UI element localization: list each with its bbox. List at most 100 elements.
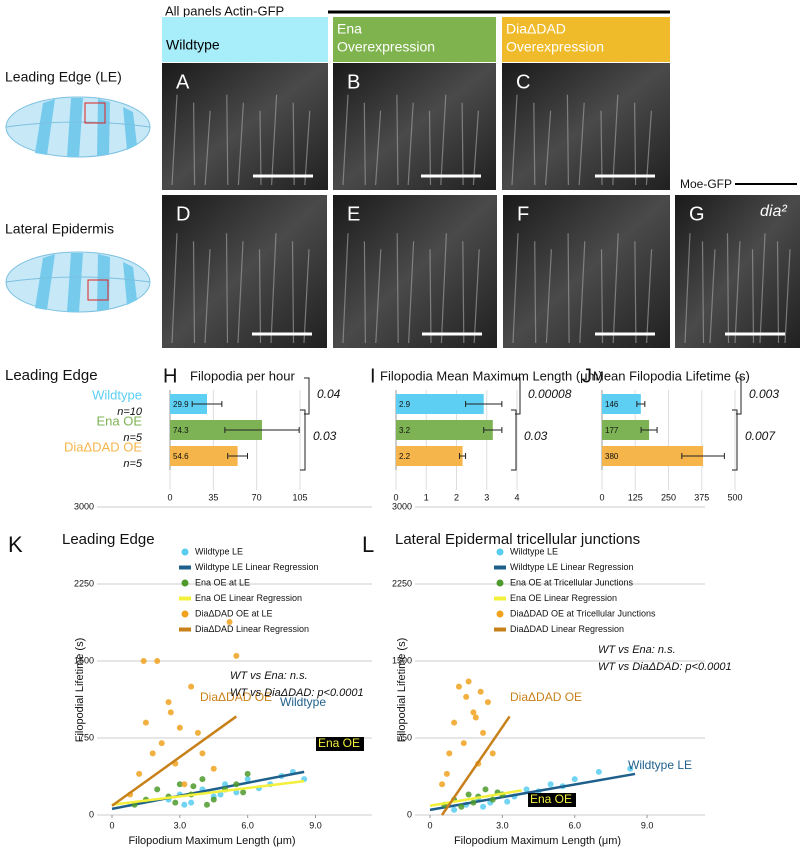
- x-tick-label: 9.0: [309, 820, 322, 830]
- filament: [751, 249, 755, 344]
- regression-line: [429, 772, 636, 812]
- filament: [726, 233, 730, 344]
- chart-letter: K: [8, 532, 23, 557]
- y-tick-label: 1500: [74, 655, 94, 665]
- scatter-point: [142, 719, 149, 726]
- y-tick-label: 2250: [74, 578, 94, 588]
- p-value: 0.04: [317, 387, 341, 401]
- filament: [600, 249, 604, 344]
- moe-label: Moe-GFP: [680, 177, 732, 191]
- filament: [534, 241, 537, 344]
- row-label: Lateral Epidermis: [5, 221, 114, 237]
- bar: [396, 394, 484, 414]
- legend-label: DiaΔDAD Linear Regression: [195, 624, 309, 634]
- panel-letter: C: [516, 71, 530, 93]
- scatter-point: [627, 765, 634, 772]
- legend-label: DiaΔDAD OE at LE: [195, 608, 273, 618]
- chart-title: Mean Filopodia Lifetime (s): [593, 368, 750, 383]
- sample-size: n=5: [123, 458, 143, 470]
- legend-swatch: [496, 579, 504, 587]
- filament: [634, 241, 637, 344]
- filament: [192, 241, 196, 344]
- scatter-point: [547, 781, 554, 788]
- scatter-point: [199, 750, 206, 757]
- filament: [578, 102, 585, 186]
- legend-swatch: [181, 548, 189, 556]
- row-label: Leading Edge (LE): [5, 69, 122, 85]
- bar: [170, 420, 262, 440]
- y-tick-label: 3000: [74, 501, 94, 511]
- filament: [375, 110, 382, 186]
- filament: [545, 110, 552, 186]
- x-tick-label: 500: [727, 492, 742, 502]
- scatter-point: [244, 770, 251, 777]
- chart-title: Filopodia Mean Maximum Length (μm): [380, 368, 603, 383]
- bar: [602, 394, 641, 414]
- filament: [429, 249, 432, 344]
- x-tick-label: 1: [424, 492, 429, 502]
- scatter-point: [451, 806, 458, 813]
- sample-size: n=10: [117, 406, 143, 418]
- regression-line: [441, 715, 511, 816]
- sample-size: n=5: [123, 432, 143, 444]
- filament: [511, 94, 518, 186]
- y-tick-label: 0: [407, 809, 412, 819]
- scatter-point: [443, 770, 450, 777]
- embryo-lat: [5, 251, 151, 313]
- scatter-point: [244, 776, 251, 783]
- scatter-point: [446, 750, 453, 757]
- legend-swatch: [181, 579, 189, 587]
- micrograph: [502, 63, 670, 190]
- chart-title: Filopodia per hour: [190, 368, 295, 383]
- panel-letter: G: [689, 203, 705, 225]
- filament: [579, 241, 586, 344]
- scatter-point: [480, 803, 487, 810]
- scatter-point: [523, 786, 530, 793]
- scatter-point: [489, 750, 496, 757]
- category-label: Ena OE: [96, 413, 142, 428]
- bar: [170, 446, 238, 466]
- line-label: Wildtype: [280, 695, 326, 709]
- line-label: Ena OE: [318, 736, 360, 750]
- legend-swatch: [496, 548, 504, 556]
- y-tick-label: 750: [79, 732, 94, 742]
- filament: [342, 233, 349, 344]
- legend-label: DiaΔDAD OE at Tricellular Junctions: [510, 608, 656, 618]
- value-label: 146: [605, 400, 619, 409]
- p-value: 0.00008: [528, 387, 572, 401]
- scatter-point: [190, 783, 197, 790]
- scatter-point: [465, 791, 472, 798]
- column-header-box: [333, 17, 496, 62]
- filament: [709, 249, 716, 344]
- value-label: 2.9: [399, 400, 411, 409]
- x-tick-label: 0: [393, 492, 398, 502]
- significance-bracket: [736, 377, 742, 415]
- p-value: 0.03: [524, 429, 548, 443]
- p-value: 0.03: [313, 429, 337, 443]
- scatter-point: [176, 781, 183, 788]
- category-label: Wildtype: [92, 387, 142, 402]
- x-axis-title: Filopodium Maximum Length (μm): [454, 835, 621, 847]
- chart-letter: J: [582, 365, 592, 387]
- p-value: 0.007: [745, 429, 776, 443]
- filament: [408, 241, 415, 344]
- regression-line: [111, 779, 305, 806]
- filament: [634, 102, 637, 186]
- scatter-point: [451, 719, 458, 726]
- scatter-point: [482, 786, 489, 793]
- micrograph: [503, 195, 670, 348]
- x-tick-label: 6.0: [241, 820, 254, 830]
- chart-letter: H: [163, 365, 177, 387]
- bar: [396, 420, 493, 440]
- filament: [259, 110, 262, 186]
- scatter-point: [472, 714, 479, 721]
- filament: [396, 94, 399, 186]
- y-tick-label: 1500: [392, 655, 412, 665]
- filament: [193, 102, 196, 186]
- scatter-point: [233, 652, 240, 659]
- section-label: Leading Edge: [5, 367, 98, 384]
- value-label: 74.3: [173, 426, 189, 435]
- scatter-point: [463, 693, 470, 700]
- scatter-point: [140, 658, 147, 664]
